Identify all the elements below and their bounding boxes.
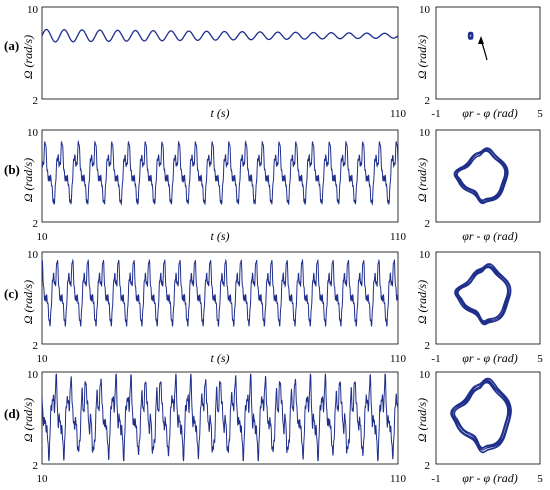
ph-xlabel-b: φr - φ (rad) [462, 229, 518, 243]
time-series-line-b [41, 139, 399, 206]
ts-ylabel-a: Ω (rad/s) [21, 35, 35, 79]
ts-ytick-max-a: 10 [27, 4, 39, 16]
ts-xtick-min-d: 10 [37, 473, 49, 485]
panel-label-c: (c) [4, 286, 18, 301]
ph-ytick-min-d: 2 [425, 460, 431, 472]
ts-ytick-min-c: 2 [33, 340, 39, 352]
ph-xtick-max-c: 5 [537, 353, 543, 365]
phase-frame-c [435, 251, 541, 345]
ts-ylabel-b: Ω (rad/s) [21, 158, 35, 202]
ph-ytick-max-a: 10 [419, 4, 431, 16]
ph-xtick-max-d: 5 [537, 473, 543, 485]
ph-ylabel-a: Ω (rad/s) [415, 35, 429, 79]
phase-frame-b [435, 129, 541, 223]
ph-ylabel-c: Ω (rad/s) [415, 280, 429, 324]
panel-c: (c) 10 2 Ω (rad/s) 10 t (s) 110 10 2 Ω (… [4, 249, 543, 365]
panel-d: (d) 10 2 Ω (rad/s) 10 110 10 2 Ω (rad/s)… [4, 369, 543, 485]
ts-xtick-max-c: 110 [390, 353, 407, 365]
ts-ylabel-d: Ω (rad/s) [21, 398, 35, 442]
ph-xlabel-d: φr - φ (rad) [462, 471, 518, 485]
ph-ytick-min-c: 2 [425, 340, 431, 352]
ph-ylabel-d: Ω (rad/s) [415, 398, 429, 442]
ph-xtick-min-a: -1 [431, 108, 440, 120]
ph-xtick-max-a: 5 [537, 108, 543, 120]
ph-ylabel-b: Ω (rad/s) [415, 158, 429, 202]
ph-xtick-min-d: -1 [431, 473, 440, 485]
ph-xlabel-c: φr - φ (rad) [462, 351, 518, 365]
ts-ytick-min-a: 2 [33, 95, 39, 107]
ph-ytick-max-b: 10 [419, 127, 431, 139]
ts-ytick-max-d: 10 [27, 369, 39, 381]
phase-frame-a [435, 6, 541, 100]
ts-ytick-min-b: 2 [33, 218, 39, 230]
time-series-line-a [41, 28, 399, 43]
ts-xtick-max-a: 110 [390, 108, 407, 120]
phase-frame-d [435, 371, 541, 465]
ts-xtick-max-b: 110 [390, 231, 407, 243]
panel-b: (b) 10 2 Ω (rad/s) 10 t (s) 110 10 2 Ω (… [4, 127, 541, 243]
phase-portrait-d [450, 377, 512, 454]
ts-xtick-min-b: 10 [37, 231, 49, 243]
panel-a: (a) 10 2 Ω (rad/s) t (s) 110 10 2 Ω (rad… [4, 4, 543, 120]
panel-label-b: (b) [4, 162, 20, 177]
phase-arrow-head [478, 36, 484, 44]
ts-frame-a [41, 6, 399, 100]
ts-xtick-min-c: 10 [37, 353, 49, 365]
ph-ytick-min-b: 2 [425, 218, 431, 230]
time-series-line-c [41, 258, 399, 327]
ts-ytick-max-c: 10 [27, 249, 39, 261]
ts-ytick-max-b: 10 [27, 127, 39, 139]
ts-ylabel-c: Ω (rad/s) [21, 280, 35, 324]
panel-label-a: (a) [4, 38, 19, 53]
ts-frame-b [41, 129, 399, 223]
ts-xlabel-a: t (s) [211, 106, 230, 120]
phase-portrait-c [454, 263, 512, 326]
ts-xlabel-b: t (s) [211, 229, 230, 243]
ph-ytick-min-a: 2 [425, 95, 431, 107]
ts-frame-d [41, 371, 399, 465]
ph-ytick-max-c: 10 [419, 249, 431, 261]
time-series-line-d [41, 373, 399, 462]
curves-layer [41, 28, 512, 462]
ph-xlabel-a: φr - φ (rad) [462, 106, 518, 120]
panel-label-d: (d) [4, 406, 20, 421]
ts-xtick-max-d: 110 [390, 473, 407, 485]
ts-xlabel-c: t (s) [211, 351, 230, 365]
phase-portrait-a [467, 31, 474, 40]
ts-ytick-min-d: 2 [33, 460, 39, 472]
phase-portrait-b [453, 147, 509, 205]
ph-xtick-min-c: -1 [431, 353, 440, 365]
ph-ytick-max-d: 10 [419, 369, 431, 381]
